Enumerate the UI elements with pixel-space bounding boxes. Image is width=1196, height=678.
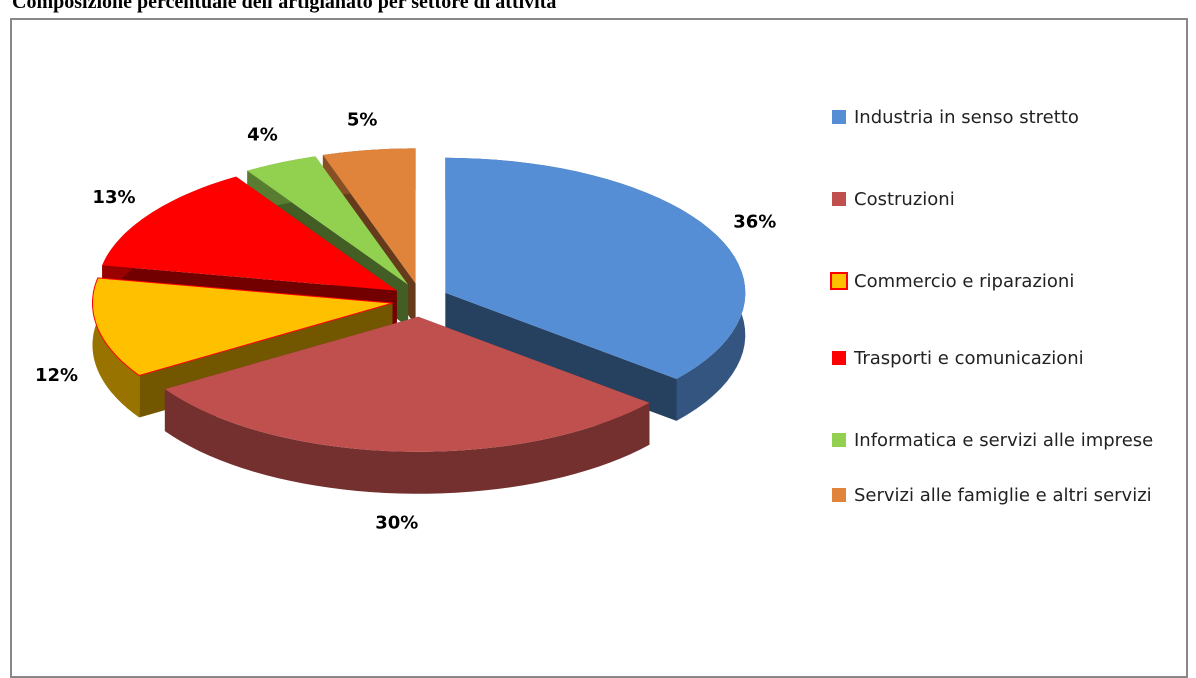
data-label: 13% [92,187,135,208]
slice [164,316,650,452]
data-label: 5% [347,109,378,130]
chart-title: Composizione percentuale dell'artigianat… [12,0,557,13]
data-label: 30% [375,512,418,533]
slice [322,148,416,284]
slice [92,277,393,418]
legend-label: Industria in senso stretto [854,107,1079,128]
legend-item: Servizi alle famiglie e altri servizi [832,482,1162,509]
slice-side [445,292,677,421]
legend-label: Costruzioni [854,189,955,210]
legend-item: Commercio e riparazioni [830,268,1162,295]
slice [445,157,746,421]
slice [247,156,409,285]
slice [164,316,650,494]
legend-swatch [832,192,846,206]
data-label: 4% [247,125,278,146]
legend-label: Trasporti e comunicazioni [854,348,1084,369]
legend-swatch [832,433,846,447]
slice [445,157,746,379]
legend-item: Industria in senso stretto [832,104,1162,131]
legend-item: Costruzioni [832,186,1162,213]
legend-item: Trasporti e comunicazioni [832,345,1162,372]
slice-wall [164,389,650,494]
data-label: 12% [35,365,78,386]
chart: 36% 30% 12% 13% 4% 5% [35,109,776,533]
legend-label: Servizi alle famiglie e altri servizi [854,485,1152,506]
data-label: 36% [733,212,776,233]
page: {"chart_data": {"type": "pie", "title": … [10,0,1188,678]
legend: Industria in senso stretto Costruzioni Com… [830,104,1162,509]
legend-label: Commercio e riparazioni [854,271,1075,292]
slice-wall [92,277,140,418]
legend-swatch [832,351,846,365]
legend-item: Informatica e servizi alle imprese [832,427,1162,454]
legend-label: Informatica e servizi alle imprese [854,430,1154,451]
slice [92,277,393,377]
legend-swatch [830,272,848,290]
legend-swatch [832,488,846,502]
legend-swatch [832,110,846,124]
slice [102,176,397,291]
